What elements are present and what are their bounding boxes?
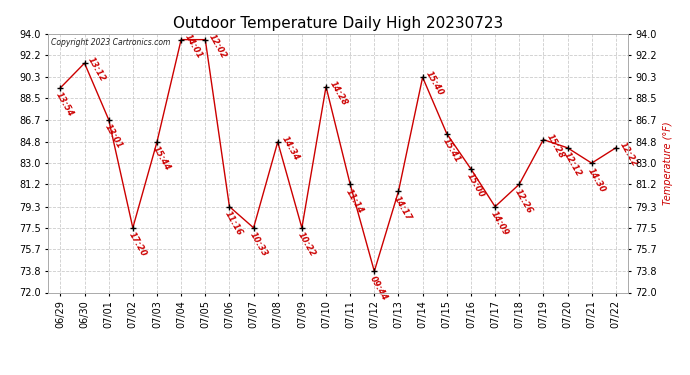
Text: 12:22: 12:22	[618, 140, 639, 168]
Text: 10:22: 10:22	[296, 231, 317, 258]
Text: 15:40: 15:40	[424, 70, 446, 98]
Text: 11:14: 11:14	[344, 187, 365, 215]
Text: 14:34: 14:34	[279, 135, 301, 162]
Title: Outdoor Temperature Daily High 20230723: Outdoor Temperature Daily High 20230723	[173, 16, 503, 31]
Text: 13:01: 13:01	[103, 123, 124, 150]
Text: 15:00: 15:00	[465, 172, 486, 200]
Text: 13:54: 13:54	[55, 91, 75, 118]
Text: 12:02: 12:02	[207, 32, 228, 60]
Text: 15:28: 15:28	[545, 132, 566, 160]
Text: 12:12: 12:12	[562, 151, 582, 178]
Text: 10:33: 10:33	[248, 231, 268, 258]
Text: 14:30: 14:30	[586, 166, 607, 194]
Text: 12:26: 12:26	[513, 187, 534, 215]
Text: 14:17: 14:17	[393, 194, 413, 222]
Text: 14:28: 14:28	[328, 79, 349, 107]
Text: 11:16: 11:16	[224, 210, 244, 237]
Y-axis label: Temperature (°F): Temperature (°F)	[663, 122, 673, 205]
Text: 15:44: 15:44	[151, 145, 172, 172]
Text: Copyright 2023 Cartronics.com: Copyright 2023 Cartronics.com	[51, 38, 170, 46]
Text: 09:44: 09:44	[368, 274, 389, 302]
Text: 14:09: 14:09	[489, 210, 510, 237]
Text: 14:01: 14:01	[183, 32, 204, 60]
Text: 13:12: 13:12	[86, 56, 108, 84]
Text: 17:20: 17:20	[127, 231, 148, 258]
Text: 15:41: 15:41	[441, 136, 462, 164]
